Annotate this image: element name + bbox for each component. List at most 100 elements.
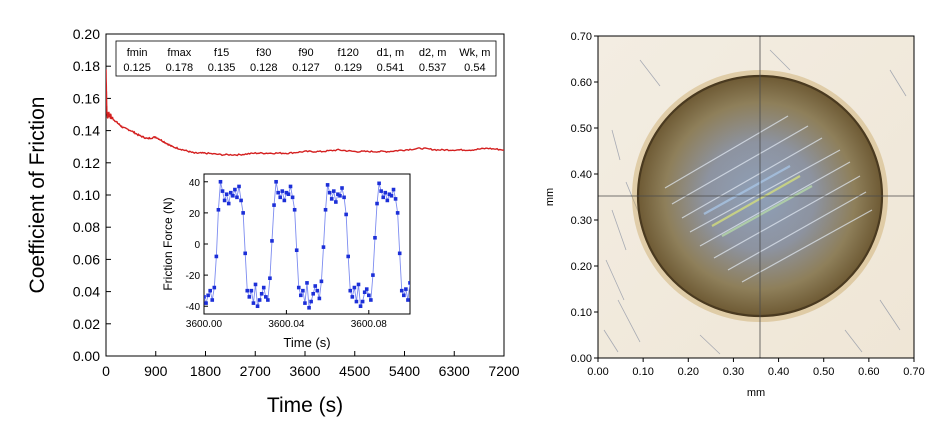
main-y-tick-label: 0.16: [73, 90, 100, 106]
friction-force-point: [331, 189, 336, 193]
friction-force-point: [397, 251, 402, 256]
friction-force-point: [350, 295, 355, 299]
micrograph-y-tick-labels: 0.00 0.10 0.20 0.30 0.40 0.50 0.60 0.70: [571, 31, 592, 365]
friction-force-point: [303, 301, 307, 305]
friction-force-point: [208, 288, 212, 293]
friction-force-point: [251, 301, 256, 305]
inset-x-tick-label: 3600.04: [268, 319, 305, 330]
table-value-cell: 0.128: [250, 62, 278, 74]
friction-force-point: [354, 299, 359, 304]
inset-axis-ticks: [203, 181, 370, 314]
main-y-axis-label: Coefficient of Friction: [26, 97, 49, 294]
friction-force-point: [268, 276, 272, 281]
friction-force-point: [369, 298, 373, 302]
friction-force-point: [305, 281, 309, 285]
friction-force-point: [346, 254, 350, 259]
friction-force-point: [253, 282, 258, 287]
micrograph-axis-ticks: [594, 35, 915, 362]
friction-force-point: [338, 193, 342, 198]
friction-force-point: [290, 195, 295, 200]
friction-force-point: [216, 207, 221, 212]
table-header-cell: d1, m: [377, 47, 405, 59]
micrograph-y-tick-label: 0.00: [571, 353, 592, 365]
friction-force-point: [241, 211, 245, 215]
table-header-cell: fmax: [167, 47, 191, 59]
cof-series-line: [106, 69, 504, 157]
friction-force-point: [249, 288, 254, 293]
friction-force-point: [334, 200, 338, 204]
table-value-cell: 0.178: [166, 62, 194, 74]
friction-force-point: [204, 301, 208, 305]
inset-y-tick-label: 20: [189, 209, 201, 220]
summary-table: fmin 0.125 fmax 0.178 f15 0.135 f30 0.128 f90 0.1…: [115, 40, 497, 77]
inset-y-tick-label: 0: [194, 240, 200, 251]
friction-force-point: [327, 190, 332, 195]
friction-force-point: [367, 293, 371, 298]
friction-force-point: [237, 184, 241, 189]
friction-force-point: [362, 290, 367, 295]
wear-scar-scratches: [664, 115, 873, 283]
micrograph-x-tick-label: 0.10: [632, 366, 653, 378]
friction-force-point: [311, 291, 315, 296]
friction-force-point: [342, 195, 346, 200]
table-value-cell: 0.127: [292, 62, 320, 74]
friction-force-point: [282, 198, 287, 203]
friction-force-point: [393, 197, 398, 201]
inset-x-tick-label: 3600.08: [351, 319, 388, 330]
main-x-tick-label: 900: [144, 363, 168, 379]
friction-force-point: [329, 197, 334, 201]
friction-force-point: [395, 211, 400, 215]
main-y-tick-label: 0.04: [73, 284, 100, 300]
friction-force-point: [358, 304, 363, 309]
friction-force-point: [352, 285, 357, 290]
friction-force-point: [340, 186, 344, 190]
friction-force-point: [235, 195, 239, 200]
table-header-cell: f15: [214, 47, 229, 59]
friction-force-point: [218, 179, 223, 184]
friction-force-point: [296, 285, 301, 290]
table-header-cell: Wk, m: [459, 47, 490, 59]
table-value-cell: 0.541: [377, 62, 405, 74]
main-x-tick-label: 5400: [389, 363, 420, 379]
inset-plot-frame: [203, 173, 411, 315]
micrograph-y-tick-label: 0.50: [571, 123, 592, 135]
friction-force-point: [264, 295, 268, 299]
table-header-cell: f120: [338, 47, 359, 59]
inset-x-tick-label: 3600.00: [186, 319, 223, 330]
friction-force-point: [406, 298, 410, 302]
friction-force-point: [319, 279, 324, 284]
friction-force-point: [344, 212, 348, 217]
table-header-cell: fmin: [127, 47, 148, 59]
friction-force-point: [391, 187, 396, 192]
inset-y-tick-label: -40: [186, 302, 201, 313]
friction-force-point: [212, 285, 217, 290]
friction-force-point: [255, 304, 260, 309]
friction-force-point: [377, 181, 381, 186]
friction-force-point: [204, 295, 206, 299]
micrograph-panel: 0.00 0.10 0.20 0.30 0.40 0.50 0.60 0.70 0.00 0.1…: [544, 31, 925, 399]
friction-force-point: [356, 282, 361, 287]
main-x-tick-label: 1800: [190, 363, 221, 379]
friction-force-point: [325, 183, 330, 187]
friction-force-point: [294, 248, 299, 253]
inset-x-tick-labels: 3600.00 3600.04 3600.08: [186, 319, 387, 330]
friction-force-point: [408, 281, 410, 285]
main-x-tick-labels: 0 900 1800 2700 3600 4500 5400 6300 7200: [102, 363, 520, 379]
micrograph-x-tick-label: 0.40: [768, 366, 789, 378]
micrograph-y-tick-label: 0.20: [571, 261, 592, 273]
micrograph-x-tick-label: 0.20: [678, 366, 699, 378]
friction-force-point: [210, 298, 215, 302]
inset-y-tick-label: -20: [186, 271, 201, 282]
inset-chart: -40 -20 0 20 40 3600.00 3600.04 3600.08 Fricti…: [161, 173, 411, 350]
micrograph-y-tick-label: 0.60: [571, 77, 592, 89]
micrograph-y-tick-label: 0.70: [571, 31, 592, 43]
friction-force-point: [321, 245, 326, 249]
micrograph-y-tick-label: 0.40: [571, 169, 592, 181]
friction-force-point: [288, 184, 293, 189]
table-header-cell: f30: [256, 47, 271, 59]
main-y-tick-label: 0.06: [73, 251, 100, 267]
main-x-tick-label: 6300: [439, 363, 470, 379]
friction-force-point: [257, 298, 262, 302]
friction-force-point: [381, 195, 386, 200]
